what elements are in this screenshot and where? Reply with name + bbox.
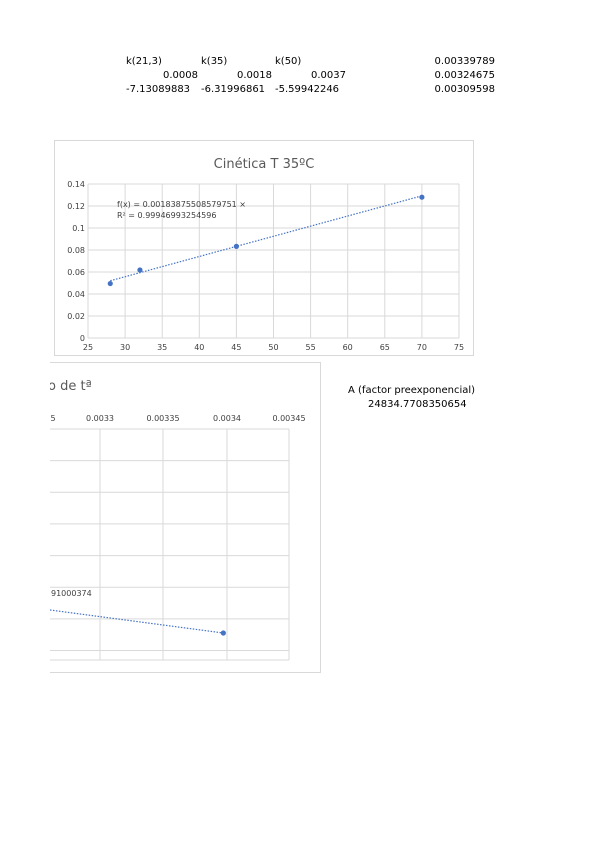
- inv-t-2: 0.00324675: [434, 70, 495, 81]
- chart-title-fragment: o de tª: [50, 379, 92, 394]
- data-point: [107, 280, 113, 287]
- k50-value: 0.0037: [311, 70, 346, 81]
- x-tick-label: 65: [380, 343, 390, 352]
- y-tick-label: 0.14: [67, 180, 85, 189]
- x-tick-label: 0.0034: [213, 414, 241, 423]
- x-tick-label: 75: [454, 343, 464, 352]
- header-k50: k(50): [275, 56, 302, 67]
- y-tick-label: 0.04: [67, 290, 85, 299]
- preexp-label: A (factor preexponencial): [348, 385, 476, 396]
- x-tick-label: 55: [306, 343, 316, 352]
- k35-value: 0.0018: [237, 70, 272, 81]
- inv-t-1: 0.00339789: [434, 56, 495, 67]
- trendline-equation: f(x) = 0.00183875508579751 ×: [117, 200, 246, 209]
- y-tick-label: 0: [80, 334, 85, 343]
- x-tick-label: 60: [343, 343, 353, 352]
- x-tick-label: 70: [417, 343, 427, 352]
- x-tick-label: 45: [231, 343, 241, 352]
- kinetics-chart-svg: Cinética T 35ºC 0 0.02 0.04 0.06 0.08 0.1 0.12 0…: [67, 157, 464, 352]
- trendline-equation-fragment: 91000374: [51, 589, 92, 598]
- lnk50-value: -5.59942246: [275, 84, 340, 95]
- data-point: [419, 194, 425, 200]
- x-tick-label: 35: [157, 343, 167, 352]
- y-tick-label: 0.06: [67, 268, 85, 277]
- trendline: [49, 609, 224, 634]
- x-tick-label: 25: [83, 343, 93, 352]
- arrhenius-chart: o de tª 5 0.0033 0.00335 0.0034 0.00345 910003…: [48, 362, 321, 673]
- inv-t-3: 0.00309598: [434, 84, 495, 95]
- header-k213: k(21,3): [126, 56, 162, 67]
- x-tick-label: 40: [194, 343, 204, 352]
- arrhenius-chart-svg: o de tª 5 0.0033 0.00335 0.0034 0.00345 910003…: [48, 379, 306, 661]
- y-tick-label: 0.02: [67, 312, 85, 321]
- y-tick-label: 0.1: [72, 224, 85, 233]
- lnk35-value: -6.31996861: [201, 84, 266, 95]
- preexp-value: 24834.7708350654: [368, 399, 467, 410]
- x-tick-label: 0.0033: [86, 414, 114, 423]
- chart-title: Cinética T 35ºC: [214, 157, 315, 172]
- data-point: [137, 267, 143, 273]
- x-tick-label: 0.00335: [146, 414, 179, 423]
- lnk213-value: -7.13089883: [126, 84, 191, 95]
- x-tick-label: 0.00345: [272, 414, 305, 423]
- x-tick-label: 50: [268, 343, 278, 352]
- data-point: [220, 630, 226, 636]
- y-tick-label: 0.08: [67, 246, 85, 255]
- header-k35: k(35): [201, 56, 228, 67]
- kinetics-chart: Cinética T 35ºC 0 0.02 0.04 0.06 0.08 0.1 0.12 0…: [54, 140, 474, 356]
- data-point: [233, 243, 239, 249]
- trendline-r2: R² = 0.99946993254596: [117, 211, 216, 220]
- y-tick-label: 0.12: [67, 202, 85, 211]
- k213-value: 0.0008: [163, 70, 198, 81]
- x-tick-label: 30: [120, 343, 130, 352]
- x-tick-label: 5: [50, 414, 55, 423]
